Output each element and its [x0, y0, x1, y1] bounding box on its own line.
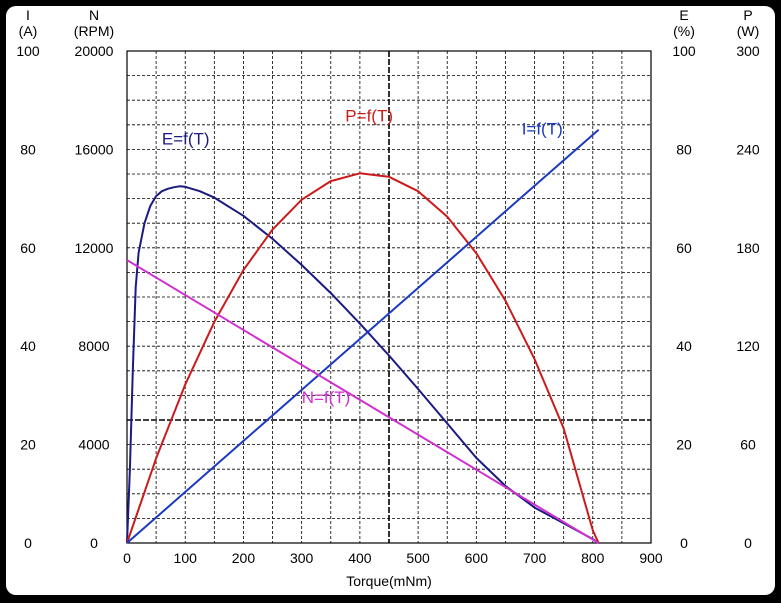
series-labels: E=f(T) P=f(T) I=f(T) N=f(T) — [162, 107, 563, 407]
x-tick-label: 100 — [174, 550, 198, 566]
x-tick-label: 700 — [523, 550, 547, 566]
axis-symbol-N: N — [89, 7, 99, 23]
y-tick-label-P: 300 — [736, 43, 760, 59]
y-tick-label-P: 180 — [736, 240, 760, 256]
axis-headers: I(A) N(RPM) E(%) P(W) — [19, 7, 760, 39]
y-tick-label-E: 100 — [672, 43, 696, 59]
x-tick-label: 300 — [290, 550, 314, 566]
y-tick-label-E: 80 — [676, 141, 692, 157]
tick-labels: 0204060801000400080001200016000200000204… — [16, 43, 760, 566]
y-tick-label-E: 0 — [680, 535, 688, 551]
series-line — [126, 185, 600, 544]
series-label: N=f(T) — [302, 388, 351, 407]
y-tick-label-E: 40 — [676, 338, 692, 354]
y-tick-label-I: 60 — [20, 240, 36, 256]
y-tick-label-I: 80 — [20, 141, 36, 157]
x-tick-label: 600 — [465, 550, 489, 566]
series-label: I=f(T) — [522, 120, 563, 139]
axis-unit-I: (A) — [19, 23, 38, 39]
y-tick-label-I: 100 — [16, 43, 40, 59]
y-tick-label-E: 20 — [676, 437, 692, 453]
y-tick-label-N: 4000 — [78, 437, 109, 453]
x-tick-label: 800 — [581, 550, 605, 566]
x-tick-label: 400 — [348, 550, 372, 566]
series-line — [126, 259, 600, 544]
axis-symbol-E: E — [679, 7, 688, 23]
axis-symbol-P: P — [743, 7, 752, 23]
y-tick-label-N: 16000 — [75, 141, 114, 157]
y-tick-label-I: 0 — [24, 535, 32, 551]
y-tick-label-P: 120 — [736, 338, 760, 354]
x-tick-label: 200 — [232, 550, 256, 566]
x-tick-label: 0 — [123, 550, 131, 566]
grid — [126, 50, 652, 544]
y-tick-label-N: 8000 — [78, 338, 109, 354]
chart-frame: I (A) N (RPM) E (%) P (W) 0 20 40 60 80 100 0 4000 8000… — [6, 6, 775, 595]
y-tick-label-P: 0 — [744, 535, 752, 551]
y-tick-label-I: 40 — [20, 338, 36, 354]
series-label: E=f(T) — [162, 130, 210, 149]
series-label: P=f(T) — [345, 107, 393, 126]
y-tick-label-P: 240 — [736, 141, 760, 157]
axis-unit-E: (%) — [673, 23, 695, 39]
y-tick-label-I: 20 — [20, 437, 36, 453]
y-tick-label-N: 20000 — [75, 43, 114, 59]
y-tick-label-P: 60 — [740, 437, 756, 453]
chart: I(A)N(RPM)E(%)P(W) 020406080100040008000… — [16, 7, 760, 589]
series-lines — [126, 128, 600, 544]
y-tick-label-N: 0 — [90, 535, 98, 551]
axis-unit-N: (RPM) — [74, 23, 114, 39]
series-line — [126, 128, 600, 544]
axis-unit-P: (W) — [737, 23, 760, 39]
series-line — [126, 172, 600, 544]
x-axis-label: Torque(mNm) — [346, 573, 432, 589]
y-tick-label-N: 12000 — [75, 240, 114, 256]
x-tick-label: 500 — [406, 550, 430, 566]
x-tick-label: 900 — [639, 550, 663, 566]
y-tick-label-E: 60 — [676, 240, 692, 256]
axis-symbol-I: I — [26, 7, 30, 23]
plot-border — [126, 50, 652, 544]
